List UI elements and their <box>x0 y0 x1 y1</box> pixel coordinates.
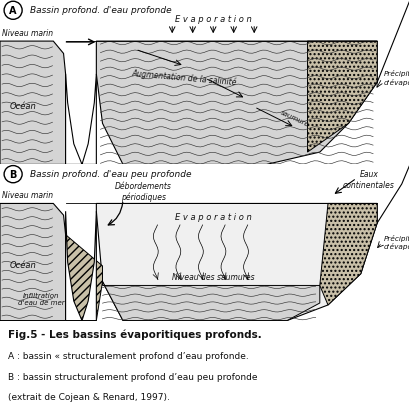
Text: Eaux
continentales: Eaux continentales <box>342 170 394 189</box>
Text: Débordements
périodiques: Débordements périodiques <box>115 182 171 202</box>
Text: Augmentation de la salinité: Augmentation de la salinité <box>131 69 237 88</box>
Polygon shape <box>319 203 376 305</box>
Text: Précipitation
d'évaporites: Précipitation d'évaporites <box>382 235 409 250</box>
Text: saumure: saumure <box>279 110 310 128</box>
Text: A : bassin « structuralement profond d’eau profonde.: A : bassin « structuralement profond d’e… <box>8 352 248 361</box>
Text: E v a p o r a t i o n: E v a p o r a t i o n <box>174 15 251 24</box>
Text: Niveau des saumures: Niveau des saumures <box>171 273 254 282</box>
Text: A: A <box>9 6 17 16</box>
Polygon shape <box>65 211 96 321</box>
Circle shape <box>4 1 22 19</box>
Text: Bassin profond. d'eau profonde: Bassin profond. d'eau profonde <box>29 6 171 15</box>
Polygon shape <box>96 203 376 321</box>
Text: (extrait de Cojean & Renard, 1997).: (extrait de Cojean & Renard, 1997). <box>8 393 170 402</box>
Polygon shape <box>0 41 65 164</box>
Polygon shape <box>65 235 102 321</box>
Polygon shape <box>102 282 319 321</box>
Text: Précipitation
d'évaporites: Précipitation d'évaporites <box>382 71 409 85</box>
Text: B: B <box>9 170 17 180</box>
Text: E v a p o r a t i o n: E v a p o r a t i o n <box>174 212 251 222</box>
Text: Infiltration
d'eau de mer: Infiltration d'eau de mer <box>18 293 64 306</box>
Polygon shape <box>0 203 65 321</box>
Polygon shape <box>307 41 376 152</box>
Polygon shape <box>96 41 376 164</box>
Text: Bassin profond. d'eau peu profonde: Bassin profond. d'eau peu profonde <box>29 170 191 179</box>
Text: B : bassin structuralement profond d’eau peu profonde: B : bassin structuralement profond d’eau… <box>8 372 257 381</box>
Text: Fig.5 - Les bassins évaporitiques profonds.: Fig.5 - Les bassins évaporitiques profon… <box>8 330 261 340</box>
Polygon shape <box>65 74 96 164</box>
Text: Niveau marin: Niveau marin <box>2 29 53 38</box>
Text: Niveau marin: Niveau marin <box>2 192 53 200</box>
Text: Océan: Océan <box>9 261 36 270</box>
Circle shape <box>4 166 22 183</box>
Text: Océan: Océan <box>9 102 36 111</box>
